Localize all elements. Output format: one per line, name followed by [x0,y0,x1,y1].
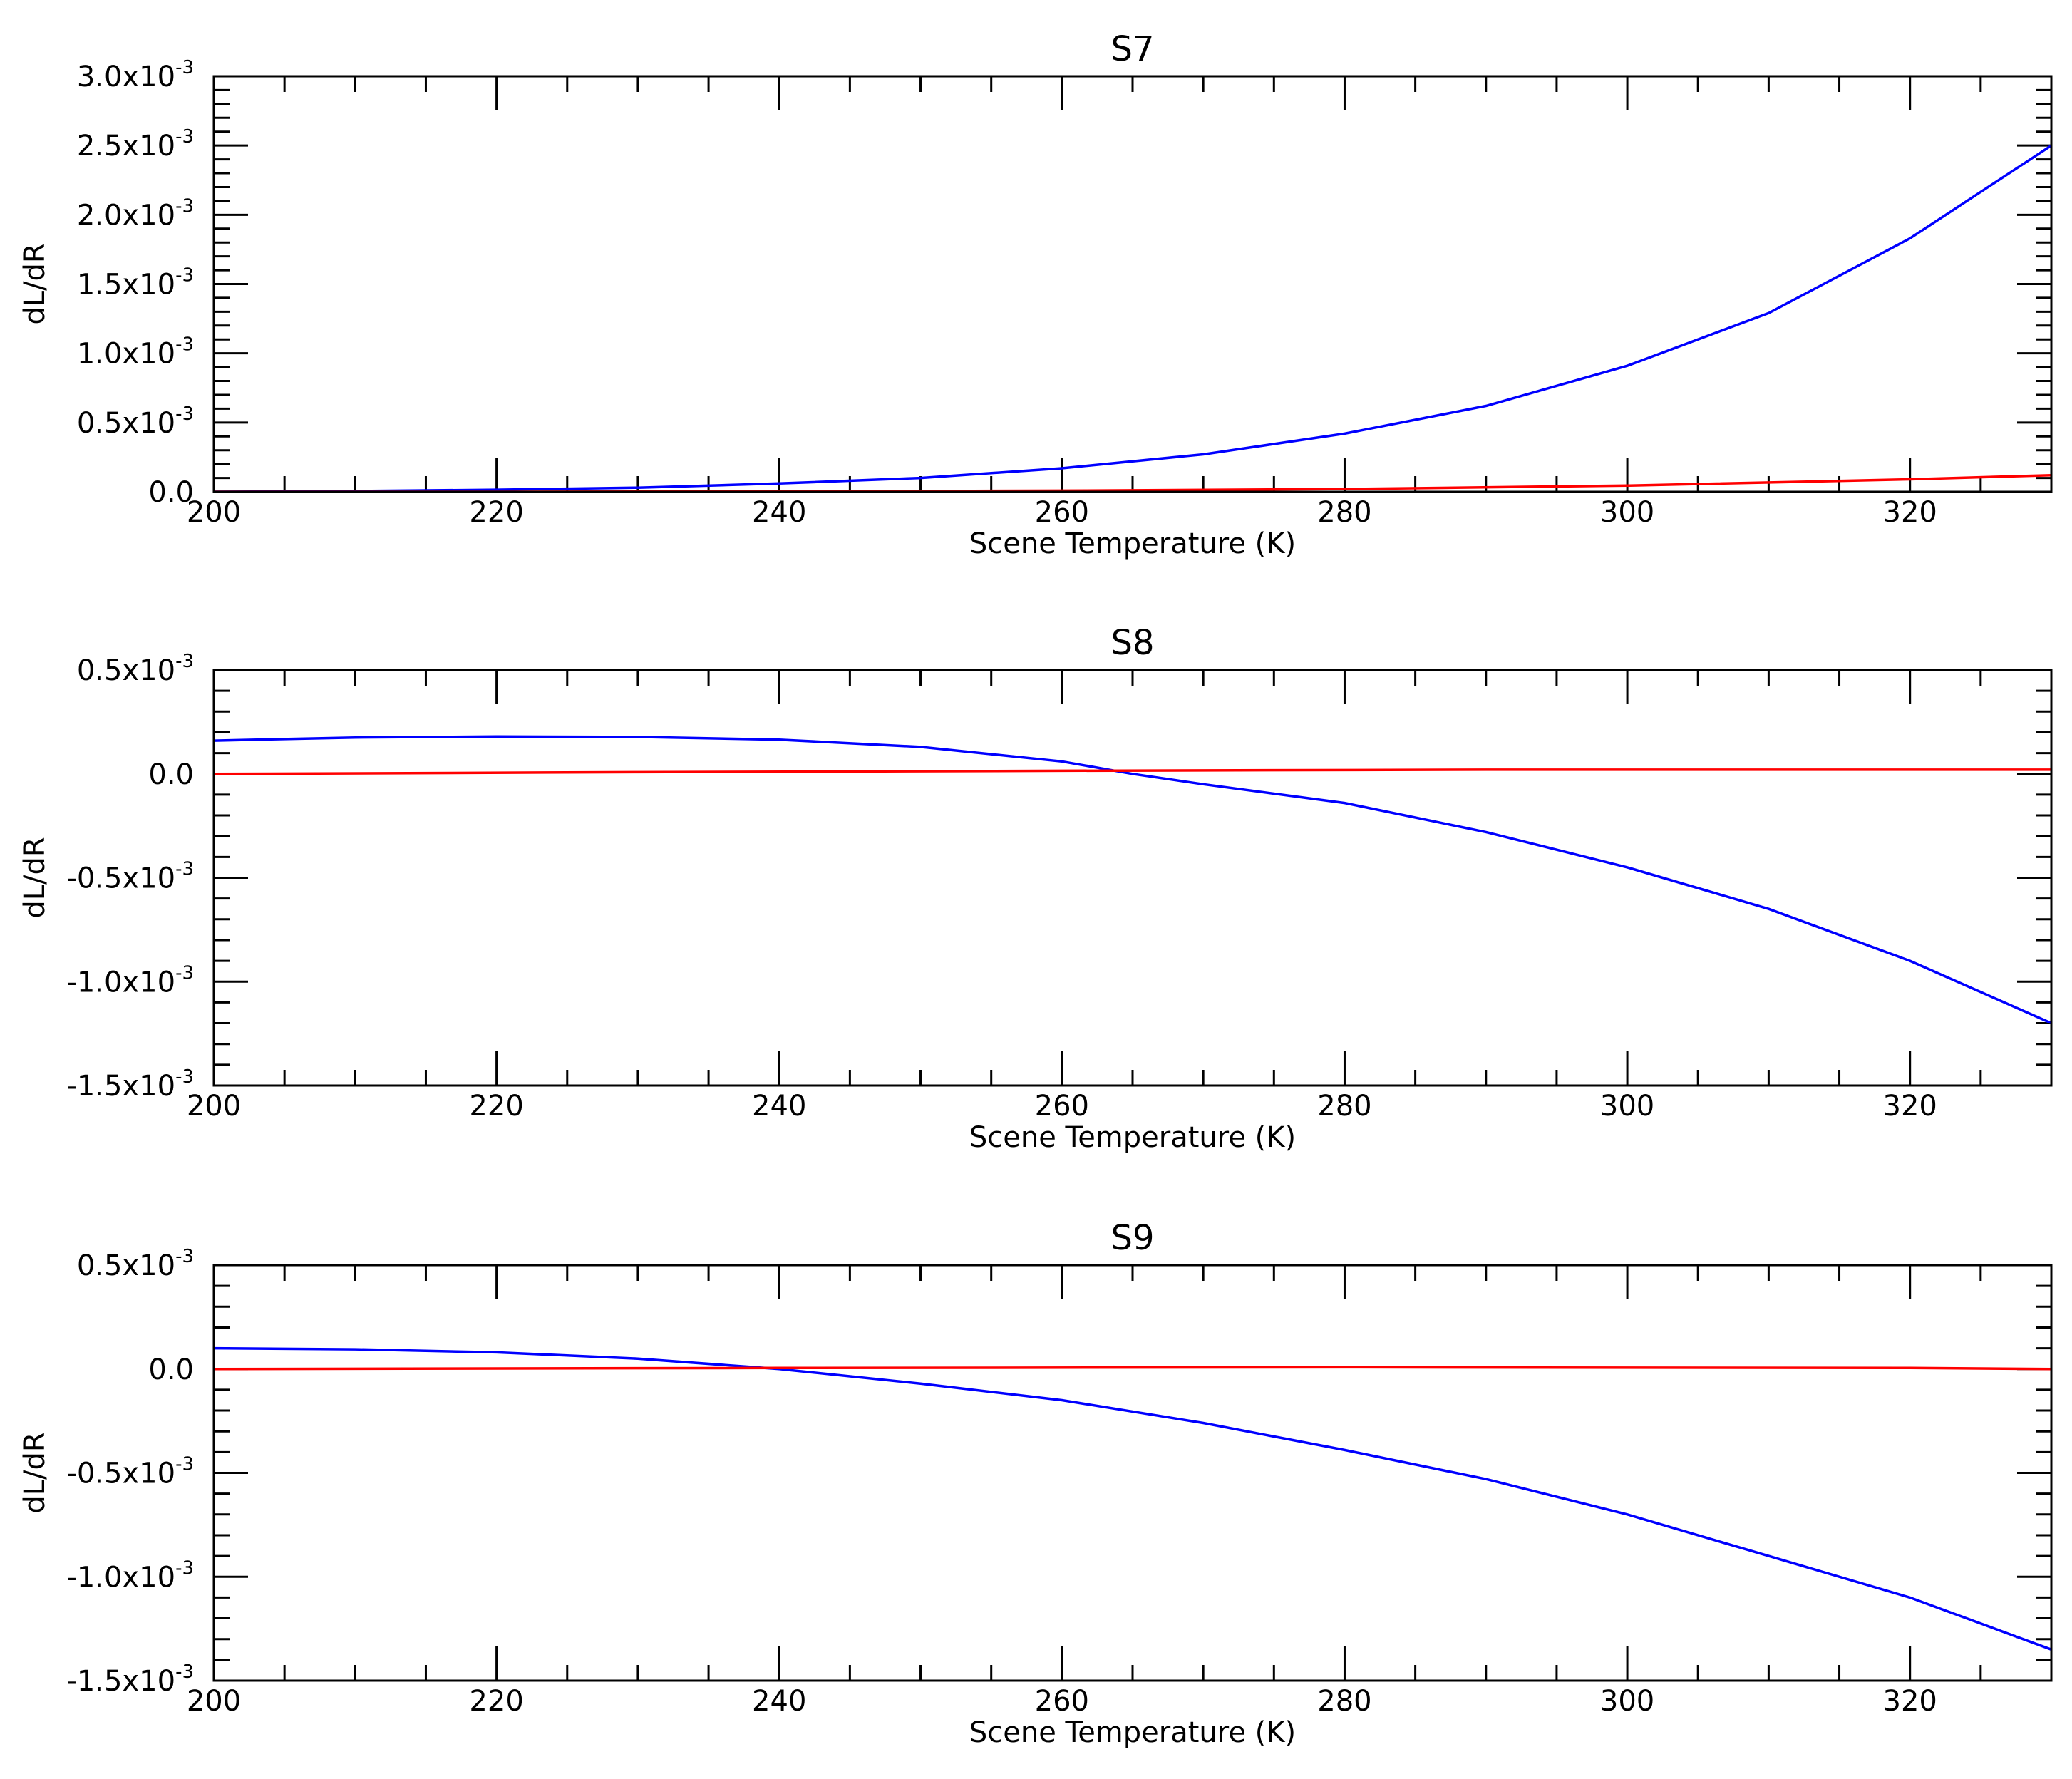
x-tick-label: 320 [1883,1685,1937,1718]
y-tick-label-exponent: -3 [175,126,194,148]
x-tick-label: 220 [469,496,523,529]
y-tick-label: 0.5x10-3 [77,1246,194,1282]
y-tick-label-base: -1.0x10 [66,966,175,999]
x-tick-label: 320 [1883,1090,1937,1123]
blue-series-line [213,144,2052,493]
x-tick-label: 260 [1035,1090,1089,1123]
y-tick-label: -1.5x10-3 [66,1066,194,1103]
y-tick-label-base: 3.0x10 [77,61,175,93]
y-tick-label: 2.0x10-3 [77,195,194,232]
y-tick-label-exponent: -3 [175,265,194,287]
y-tick-label-base: 2.5x10 [77,130,175,163]
y-tick-label-exponent: -3 [175,1246,194,1267]
y-tick-label-exponent: -3 [175,1557,194,1579]
y-tick-label-exponent: -3 [175,1661,194,1683]
x-tick-label: 280 [1317,496,1371,529]
x-tick-label: 200 [187,496,241,529]
x-axis-label: Scene Temperature (K) [969,1716,1296,1749]
plot-frame [212,1264,2053,1682]
y-tick-label: 3.0x10-3 [77,57,194,93]
x-tick-label: 280 [1317,1090,1371,1123]
y-tick-label-base: 2.0x10 [77,199,175,232]
red-series-line [213,1366,2052,1371]
y-tick-label-exponent: -3 [175,403,194,425]
y-tick-label-base: 0.5x10 [77,407,175,440]
y-tick-label: -1.0x10-3 [66,1557,194,1594]
y-tick-label-base: -1.5x10 [66,1070,175,1103]
y-tick-label: 0.0 [148,758,194,791]
y-tick-label-base: 0.0 [148,758,194,791]
y-tick-label-base: 1.0x10 [77,338,175,371]
blue-series-line [213,1346,2052,1651]
y-tick-label-base: -0.5x10 [66,862,175,895]
x-tick-label: 200 [187,1090,241,1123]
y-tick-label-exponent: -3 [175,195,194,217]
y-tick-label: 1.5x10-3 [77,265,194,301]
y-tick-label-base: 0.0 [148,1353,194,1386]
y-tick-label-exponent: -3 [175,1454,194,1475]
x-tick-label: 260 [1035,496,1089,529]
y-tick-label: -1.0x10-3 [66,962,194,999]
y-tick-label-base: -0.5x10 [66,1458,175,1490]
y-tick-label-exponent: -3 [175,962,194,984]
y-tick-label-base: 0.5x10 [77,1249,175,1282]
panel-title: S9 [1110,1218,1154,1258]
y-tick-label: 0.0 [148,1353,194,1386]
x-tick-label: 240 [752,1685,806,1718]
plot-frame [212,75,2053,493]
y-tick-label: 2.5x10-3 [77,126,194,163]
y-tick-label: -0.5x10-3 [66,1454,194,1490]
y-tick-label-exponent: -3 [175,651,194,672]
plot-frame [212,669,2053,1087]
x-tick-label: 260 [1035,1685,1089,1718]
y-tick-label: 1.0x10-3 [77,334,194,371]
x-tick-label: 300 [1600,1090,1654,1123]
blue-series-line [213,735,2052,1025]
y-tick-label: -0.5x10-3 [66,859,194,895]
y-tick-label: 0.5x10-3 [77,651,194,687]
y-tick-label-exponent: -3 [175,859,194,880]
y-tick-label-base: 0.0 [148,476,194,509]
x-tick-label: 220 [469,1090,523,1123]
x-tick-label: 240 [752,1090,806,1123]
y-tick-label: 0.5x10-3 [77,403,194,440]
y-tick-label-exponent: -3 [175,334,194,356]
panel-title: S8 [1110,623,1154,663]
x-axis-label: Scene Temperature (K) [969,527,1296,560]
y-axis-label: dL/dR [19,243,51,324]
y-tick-label: 0.0 [148,476,194,509]
red-series-line [213,768,2051,775]
x-tick-label: 200 [187,1685,241,1718]
y-tick-label-base: -1.0x10 [66,1561,175,1594]
x-tick-label: 300 [1600,496,1654,529]
y-tick-label-base: -1.5x10 [66,1665,175,1698]
x-axis-label: Scene Temperature (K) [969,1121,1296,1154]
y-tick-label-base: 1.5x10 [77,269,175,301]
x-tick-label: 300 [1600,1685,1654,1718]
x-tick-label: 320 [1883,496,1937,529]
y-tick-label-exponent: -3 [175,57,194,78]
x-tick-label: 280 [1317,1685,1371,1718]
panel-title: S7 [1110,29,1154,69]
y-tick-label: -1.5x10-3 [66,1661,194,1698]
y-axis-label: dL/dR [19,837,51,918]
x-tick-label: 240 [752,496,806,529]
y-tick-label-exponent: -3 [175,1066,194,1088]
x-tick-label: 220 [469,1685,523,1718]
y-tick-label-base: 0.5x10 [77,654,175,687]
y-axis-label: dL/dR [19,1432,51,1513]
